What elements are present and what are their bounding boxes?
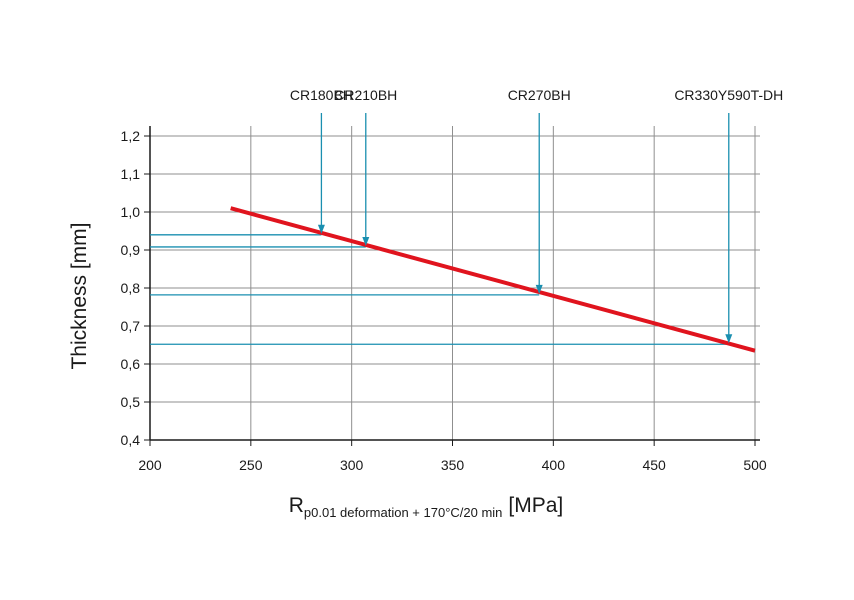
arrow-head [535, 284, 543, 294]
y-tick-label: 0,5 [121, 394, 141, 410]
x-axis-label-main: R [289, 494, 304, 517]
y-tick-label: 1,0 [121, 204, 141, 220]
material-label: CR210BH [334, 87, 397, 103]
axes [144, 126, 760, 446]
y-tick-label: 0,4 [121, 432, 141, 448]
y-tick-label: 0,8 [121, 280, 141, 296]
arrow-head [725, 334, 733, 344]
x-tick-label: 500 [743, 457, 767, 473]
material-label: CR180BH [290, 87, 353, 103]
material-label: CR330Y590T-DH [674, 87, 783, 103]
tick-labels: 0,4 0,5 0,6 0,7 0,8 0,9 1,0 1,1 1,2 200 250 300 350 4… [121, 128, 767, 473]
y-tick-label: 0,7 [121, 318, 141, 334]
arrow-head [317, 224, 325, 234]
y-axis-label: Thickness [mm] [68, 222, 91, 369]
series [230, 206, 756, 353]
reference-lines [150, 234, 729, 345]
x-tick-label: 450 [642, 457, 666, 473]
material-label: CR270BH [508, 87, 571, 103]
x-axis-label-sub: p0.01 deformation + 170°C/20 min [304, 505, 503, 520]
series-line [230, 206, 756, 353]
y-tick-label: 0,6 [121, 356, 141, 372]
y-tick-label: 1,2 [121, 128, 141, 144]
y-tick-label: 0,9 [121, 242, 141, 258]
x-tick-label: 350 [441, 457, 465, 473]
grid [150, 126, 760, 440]
x-tick-label: 200 [138, 457, 162, 473]
x-axis-label-unit: [MPa] [508, 494, 563, 517]
x-axis-label: Rp0.01 deformation + 170°C/20 min [MPa] [289, 494, 564, 520]
x-tick-label: 400 [542, 457, 566, 473]
x-tick-label: 300 [340, 457, 364, 473]
arrow-head [362, 236, 370, 246]
y-tick-label: 1,1 [121, 166, 141, 182]
x-tick-label: 250 [239, 457, 263, 473]
